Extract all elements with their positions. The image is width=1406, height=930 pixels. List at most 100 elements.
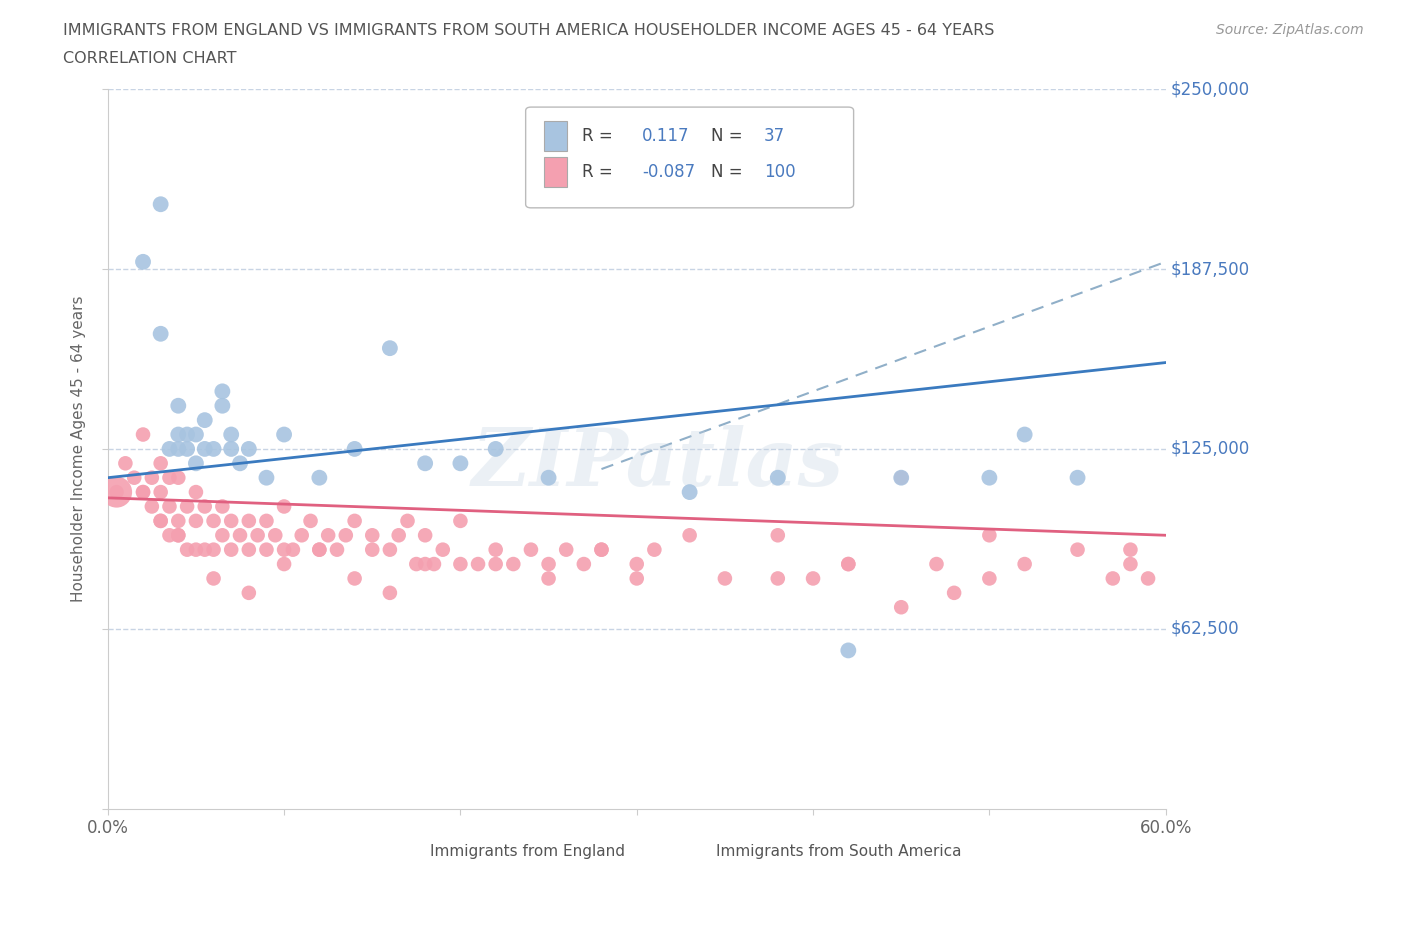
Text: $187,500: $187,500 [1171,260,1250,278]
Point [167,442,190,457]
Point [176,427,198,442]
Point [555,542,578,557]
Point [149,485,172,499]
Point [132,485,155,499]
Point [890,471,912,485]
Point [378,340,401,355]
Point [1066,471,1088,485]
Point [273,542,295,557]
Point [626,571,648,586]
Point [537,471,560,485]
Point [766,528,789,543]
Point [273,557,295,572]
FancyBboxPatch shape [399,841,422,863]
Point [378,542,401,557]
Point [273,427,295,442]
Point [925,557,948,572]
Point [184,542,207,557]
Point [264,528,287,543]
Point [979,471,1001,485]
Point [167,513,190,528]
Point [149,456,172,471]
Text: CORRELATION CHART: CORRELATION CHART [63,51,236,66]
Point [202,542,225,557]
Point [167,528,190,543]
Point [211,384,233,399]
Point [1014,427,1036,442]
Point [626,557,648,572]
Text: 0.117: 0.117 [643,126,689,145]
Point [167,528,190,543]
Point [256,513,278,528]
Point [219,513,242,528]
Point [149,513,172,528]
Point [335,528,357,543]
Point [837,557,859,572]
Y-axis label: Householder Income Ages 45 - 64 years: Householder Income Ages 45 - 64 years [72,296,86,602]
Point [520,542,543,557]
Point [273,499,295,514]
Point [238,442,260,457]
Point [219,427,242,442]
FancyBboxPatch shape [526,107,853,207]
Point [361,542,384,557]
Point [229,528,252,543]
Point [378,585,401,600]
Point [256,471,278,485]
FancyBboxPatch shape [544,157,567,187]
Point [837,643,859,658]
Point [256,542,278,557]
Point [591,542,613,557]
Point [326,542,349,557]
Point [485,442,508,457]
Text: 37: 37 [763,126,785,145]
Text: $250,000: $250,000 [1171,80,1250,98]
Point [281,542,304,557]
Point [643,542,665,557]
Point [202,571,225,586]
Point [132,427,155,442]
Point [572,557,595,572]
Point [159,528,181,543]
Point [343,513,366,528]
Point [211,499,233,514]
Point [1066,542,1088,557]
Point [141,499,163,514]
Point [159,442,181,457]
Point [714,571,737,586]
Point [132,485,155,499]
FancyBboxPatch shape [544,121,567,151]
Point [291,528,314,543]
Point [105,485,128,499]
Point [184,513,207,528]
Point [141,471,163,485]
Text: Source: ZipAtlas.com: Source: ZipAtlas.com [1216,23,1364,37]
Point [343,571,366,586]
Text: N =: N = [711,163,742,180]
Point [388,528,411,543]
Text: Immigrants from England: Immigrants from England [430,844,626,859]
Point [105,485,128,499]
Text: ZIPatlas: ZIPatlas [472,425,844,502]
Point [1101,571,1123,586]
Text: $125,000: $125,000 [1171,440,1250,458]
Point [979,528,1001,543]
Point [176,542,198,557]
Point [184,427,207,442]
Point [238,585,260,600]
Point [361,528,384,543]
Point [167,427,190,442]
Point [194,499,217,514]
Point [202,442,225,457]
Text: R =: R = [582,163,613,180]
Point [219,442,242,457]
Point [890,600,912,615]
Point [485,542,508,557]
Point [229,456,252,471]
Point [316,528,339,543]
Point [132,255,155,270]
Point [184,456,207,471]
Point [405,557,427,572]
Point [1119,542,1142,557]
Point [678,528,700,543]
